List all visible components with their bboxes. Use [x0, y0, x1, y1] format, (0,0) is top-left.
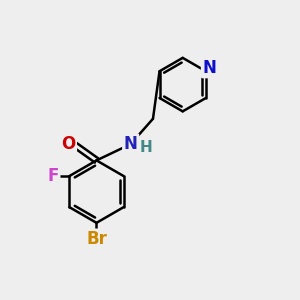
Text: N: N	[124, 135, 138, 153]
Text: N: N	[202, 59, 216, 77]
Text: H: H	[140, 140, 152, 154]
Text: Br: Br	[86, 230, 107, 248]
Text: F: F	[47, 167, 59, 185]
Text: O: O	[61, 135, 75, 153]
